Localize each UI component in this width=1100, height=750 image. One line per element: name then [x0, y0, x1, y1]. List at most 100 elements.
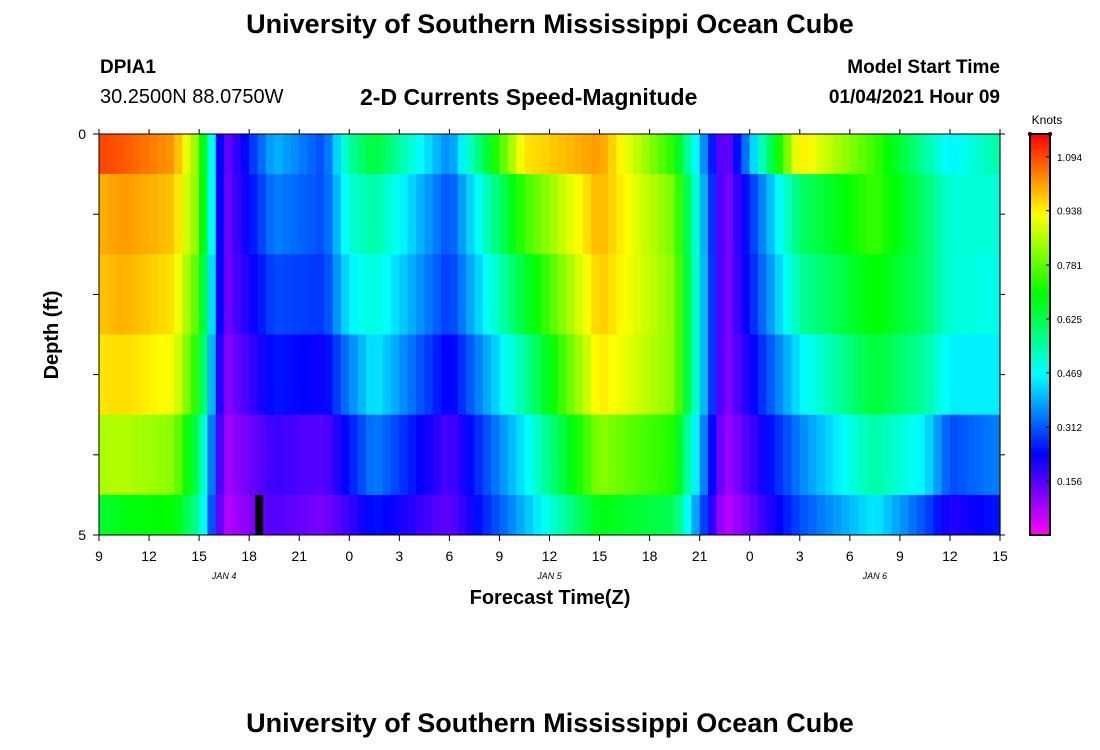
- heatmap-cell: [324, 254, 334, 335]
- heatmap-cell: [941, 134, 951, 175]
- heatmap-cell: [424, 414, 434, 496]
- heatmap-cell: [265, 334, 275, 415]
- heatmap-cell: [149, 414, 158, 496]
- x-tick-label: 15: [992, 548, 1008, 564]
- heatmap-cell: [165, 414, 175, 496]
- y-tick-label: 0: [78, 126, 86, 142]
- heatmap-cell: [607, 414, 617, 496]
- heatmap-cell: [733, 494, 742, 536]
- colorbar-band: [1030, 441, 1050, 446]
- heatmap-cell: [632, 134, 642, 175]
- colorbar-band: [1030, 504, 1050, 509]
- heatmap-cell: [566, 414, 576, 496]
- heatmap-cell: [224, 254, 234, 335]
- heatmap-cell: [574, 414, 584, 496]
- heatmap-cell: [574, 494, 584, 536]
- heatmap-cell: [858, 174, 868, 255]
- heatmap-cell: [741, 254, 751, 335]
- colorbar-band: [1030, 214, 1050, 219]
- heatmap-cell: [966, 254, 976, 335]
- heatmap-cell: [724, 494, 734, 536]
- heatmap-cell: [324, 494, 334, 536]
- heatmap-cell: [340, 494, 350, 536]
- heatmap-cell: [966, 174, 976, 255]
- heatmap-cell: [532, 334, 542, 415]
- heatmap-cell: [566, 134, 576, 175]
- heatmap-cell: [307, 254, 317, 335]
- heatmap-cell: [641, 334, 651, 415]
- heatmap-cell: [791, 414, 801, 496]
- colorbar-band: [1030, 498, 1050, 503]
- heatmap-cell: [983, 334, 993, 415]
- x-tick-label: 15: [592, 548, 608, 564]
- heatmap-cell: [833, 134, 843, 175]
- heatmap-cell: [824, 334, 834, 415]
- heatmap-cell: [549, 414, 559, 496]
- heatmap-cell: [449, 494, 459, 536]
- colorbar-band: [1030, 264, 1050, 269]
- heatmap-cell: [282, 254, 292, 335]
- heatmap-cell: [691, 494, 701, 536]
- heatmap-cell: [157, 414, 167, 496]
- heatmap-cell: [908, 414, 918, 496]
- heatmap-cell: [666, 414, 676, 496]
- heatmap-cell: [340, 334, 350, 415]
- heatmap-cell: [741, 134, 751, 175]
- colorbar: 1.094 0.938 0.781 0.625 0.469 0.312 0.156: [1028, 132, 1082, 536]
- heatmap-cell: [891, 494, 901, 536]
- heatmap-cell: [624, 174, 634, 255]
- heatmap-cell: [908, 494, 918, 536]
- heatmap-cell: [449, 134, 459, 175]
- heatmap-cell: [290, 254, 300, 335]
- heatmap-cell: [566, 174, 576, 255]
- heatmap-cell: [140, 334, 150, 415]
- heatmap-cell: [674, 254, 684, 335]
- heatmap-cell: [299, 414, 309, 496]
- heatmap-cell: [657, 494, 667, 536]
- heatmap-cell: [174, 174, 184, 255]
- heatmap-cell: [416, 414, 425, 496]
- heatmap-cell: [674, 494, 684, 536]
- heatmap-cell: [899, 494, 909, 536]
- heatmap-cell: [99, 334, 108, 415]
- heatmap-cell: [824, 414, 834, 496]
- colorbar-band: [1030, 528, 1050, 533]
- heatmap-cell: [332, 134, 342, 175]
- heatmap-cell: [340, 174, 350, 255]
- heatmap-cell: [307, 134, 317, 175]
- colorbar-band: [1030, 334, 1050, 339]
- x-tick-label: 9: [896, 548, 904, 564]
- colorbar-band: [1030, 297, 1050, 302]
- heatmap-cell: [724, 254, 734, 335]
- heatmap-cell: [441, 334, 450, 415]
- heatmap-cell: [682, 174, 692, 255]
- colorbar-band: [1030, 367, 1050, 372]
- heatmap-cell: [466, 174, 476, 255]
- heatmap-cell: [382, 134, 392, 175]
- heatmap-cell: [532, 174, 542, 255]
- heatmap-cell: [549, 134, 559, 175]
- heatmap-cell: [340, 134, 350, 175]
- heatmap-cell: [891, 254, 901, 335]
- heatmap-cell: [482, 254, 492, 335]
- heatmap-cell: [682, 254, 692, 335]
- heatmap-cell: [824, 254, 834, 335]
- heatmap-cell: [432, 174, 442, 255]
- heatmap-cell: [582, 494, 592, 536]
- x-axis-label: Forecast Time(Z): [470, 587, 631, 609]
- colorbar-band: [1030, 234, 1050, 239]
- heatmap-cell: [741, 174, 751, 255]
- heatmap-cell: [374, 334, 384, 415]
- heatmap-cell: [624, 254, 634, 335]
- heatmap-cell: [199, 414, 209, 496]
- heatmap-cell: [324, 134, 334, 175]
- heatmap-cell: [674, 414, 684, 496]
- heatmap-cell: [274, 134, 284, 175]
- heatmap-cell: [749, 494, 759, 536]
- heatmap-cell: [657, 174, 667, 255]
- page-title: University of Southern Mississippi Ocean…: [246, 9, 854, 39]
- colorbar-band: [1030, 438, 1050, 442]
- heatmap-cell: [249, 414, 259, 496]
- heatmap-cell: [524, 254, 534, 335]
- heatmap-cell: [666, 134, 676, 175]
